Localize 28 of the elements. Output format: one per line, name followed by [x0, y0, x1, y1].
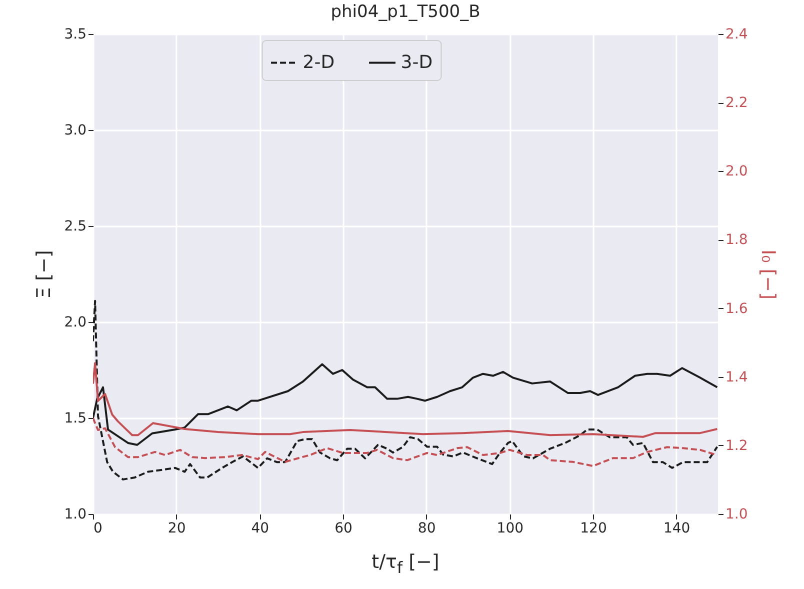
y2-tick-label: 2.2 — [726, 95, 748, 112]
y-tick-label: 2.0 — [64, 314, 86, 330]
y2-tick-label: 1.0 — [726, 506, 748, 522]
legend-label: 3-D — [400, 52, 433, 73]
chart-title: phi04_p1_T500_B — [330, 2, 480, 22]
y-tick-label: 3.0 — [64, 122, 86, 138]
y2-tick-label: 1.8 — [726, 232, 748, 248]
x-tick-label: 120 — [580, 520, 607, 536]
x-tick-label: 40 — [251, 520, 270, 536]
x-tick-label: 60 — [334, 520, 352, 536]
x-tick-label: 20 — [168, 520, 186, 536]
y-tick-label: 1.0 — [64, 506, 86, 522]
y-tick-label: 3.5 — [64, 26, 86, 42]
legend-label: 2-D — [302, 52, 335, 73]
y2-tick-label: 1.6 — [726, 300, 748, 317]
x-tick-label: 80 — [418, 520, 436, 536]
x-axis-title: t/τ$_{f}$ [−] — [370, 551, 440, 577]
x-tick-label: 100 — [496, 520, 524, 536]
y-tick-label: 1.5 — [64, 410, 86, 426]
y-axis-title: Ξ [−] — [33, 250, 56, 299]
y2-tick-label: 2.4 — [726, 26, 748, 42]
x-tick-label: 140 — [663, 520, 690, 536]
y2-tick-label: 1.4 — [726, 369, 748, 386]
y-tick-label: 2.5 — [64, 218, 86, 234]
y2-tick-label: 1.2 — [726, 438, 748, 454]
x-tick-label: 0 — [94, 520, 102, 536]
y2-tick-label: 2.0 — [726, 164, 748, 180]
y2-axis-title: I₀ [−] — [756, 249, 779, 300]
